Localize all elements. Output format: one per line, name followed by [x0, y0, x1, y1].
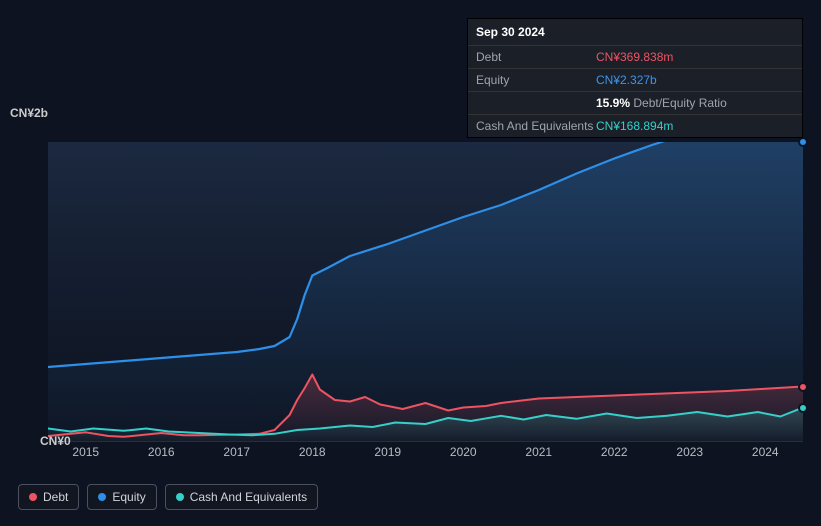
tooltip-row-ratio: 15.9% Debt/Equity Ratio — [468, 92, 802, 115]
chart-svg — [48, 142, 803, 442]
tooltip-value: CN¥2.327b — [596, 73, 794, 87]
x-axis-labels: 2015201620172018201920202021202220232024 — [48, 445, 803, 459]
tooltip-row-debt: Debt CN¥369.838m — [468, 46, 802, 69]
chart[interactable]: CN¥2b CN¥0 20152016201720182019202020212… — [18, 124, 803, 444]
series-end-marker-debt — [798, 382, 808, 392]
x-axis-tick-label: 2020 — [426, 445, 502, 459]
x-axis-tick-label: 2021 — [501, 445, 577, 459]
tooltip-value: 15.9% Debt/Equity Ratio — [596, 96, 794, 110]
x-axis-tick-label: 2018 — [275, 445, 351, 459]
x-axis-tick-label: 2023 — [652, 445, 728, 459]
legend-dot-icon — [176, 493, 184, 501]
tooltip-value: CN¥369.838m — [596, 50, 794, 64]
ratio-suffix: Debt/Equity Ratio — [633, 96, 726, 110]
tooltip-row-equity: Equity CN¥2.327b — [468, 69, 802, 92]
legend-item-cash[interactable]: Cash And Equivalents — [165, 484, 318, 510]
legend-dot-icon — [98, 493, 106, 501]
legend-label: Debt — [43, 490, 68, 504]
tooltip-date: Sep 30 2024 — [468, 19, 802, 46]
y-axis-top-label: CN¥2b — [10, 106, 48, 120]
x-axis-tick-label: 2015 — [48, 445, 124, 459]
tooltip-value: CN¥168.894m — [596, 119, 794, 133]
legend-label: Cash And Equivalents — [190, 490, 307, 504]
tooltip-label — [476, 96, 596, 110]
x-axis-tick-label: 2017 — [199, 445, 275, 459]
ratio-percent: 15.9% — [596, 96, 630, 110]
x-axis-tick-label: 2024 — [728, 445, 804, 459]
tooltip-label: Cash And Equivalents — [476, 119, 596, 133]
legend-item-equity[interactable]: Equity — [87, 484, 156, 510]
x-axis-tick-label: 2016 — [124, 445, 200, 459]
legend-item-debt[interactable]: Debt — [18, 484, 79, 510]
x-axis-tick-label: 2022 — [577, 445, 653, 459]
legend-dot-icon — [29, 493, 37, 501]
series-end-marker-cash — [798, 403, 808, 413]
tooltip-row-cash: Cash And Equivalents CN¥168.894m — [468, 115, 802, 137]
tooltip-label: Debt — [476, 50, 596, 64]
x-axis-tick-label: 2019 — [350, 445, 426, 459]
legend-label: Equity — [112, 490, 145, 504]
data-tooltip: Sep 30 2024 Debt CN¥369.838m Equity CN¥2… — [467, 18, 803, 138]
chart-legend: Debt Equity Cash And Equivalents — [18, 484, 318, 510]
chart-plot[interactable]: CN¥0 — [48, 142, 803, 442]
series-end-marker-equity — [798, 137, 808, 147]
tooltip-label: Equity — [476, 73, 596, 87]
